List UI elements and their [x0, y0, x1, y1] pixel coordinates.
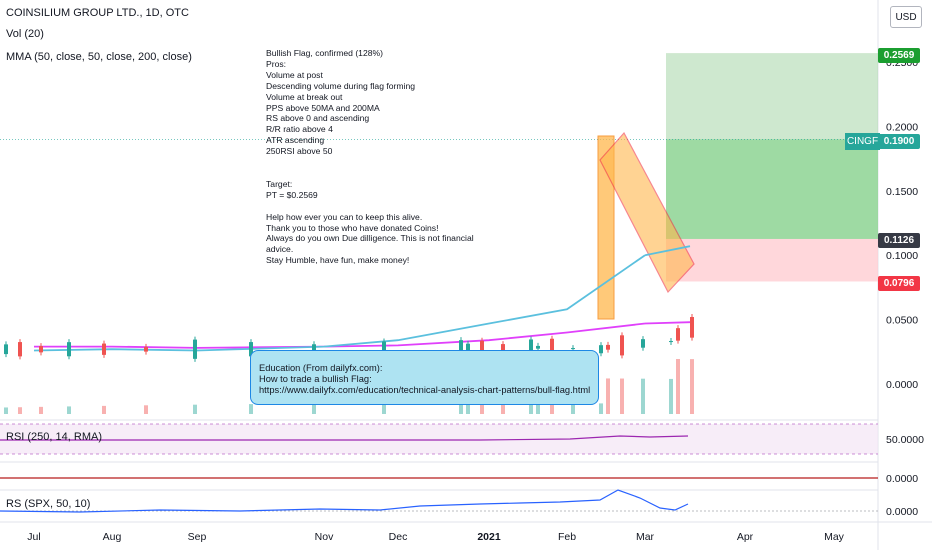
- candle-body: [529, 339, 533, 354]
- price-axis-tick: 0.1500: [886, 186, 918, 198]
- bull-flag: [599, 131, 695, 294]
- rsi-legend[interactable]: RSI (250, 14, RMA): [6, 431, 102, 443]
- rsi-band: [0, 424, 878, 454]
- candle-body: [18, 342, 22, 357]
- candle-body: [249, 342, 253, 357]
- volume-bar: [550, 403, 554, 414]
- candle-body: [193, 339, 197, 359]
- analysis-notes: Bullish Flag, confirmed (128%) Pros: Vol…: [266, 48, 474, 266]
- volume-legend[interactable]: Vol (20): [6, 28, 44, 40]
- volume-bar: [529, 403, 533, 414]
- volume-bar: [690, 359, 694, 414]
- volume-bar: [18, 407, 22, 414]
- osc-axis-tick: 0.0000: [886, 473, 918, 485]
- candle-body: [669, 341, 673, 343]
- rs-legend[interactable]: RS (SPX, 50, 10): [6, 498, 91, 510]
- rsi-line: [0, 435, 689, 441]
- volume-bar: [39, 406, 43, 414]
- candle-body: [676, 328, 680, 341]
- candle-body: [599, 345, 603, 354]
- candle-body: [67, 342, 71, 357]
- candle-body: [102, 343, 106, 355]
- candle-body: [466, 343, 470, 354]
- rs-line: [0, 489, 689, 513]
- candle-body: [536, 345, 540, 349]
- price-tag-stop: 0.0796: [878, 276, 920, 291]
- price-axis-tick: 0.1000: [886, 250, 918, 262]
- volume-bar: [536, 403, 540, 414]
- candle-body: [382, 341, 386, 357]
- time-axis-tick: Apr: [737, 531, 754, 543]
- target-zone-filled: [666, 139, 878, 239]
- rsi-axis-tick: 50.0000: [886, 434, 924, 446]
- volume-bar: [620, 378, 624, 414]
- price-tag-last: 0.1900: [878, 134, 920, 149]
- price-tag-entry: 0.1126: [878, 233, 920, 248]
- price-axis-tick: 0.0000: [886, 379, 918, 391]
- volume-bar: [676, 358, 680, 414]
- ma200-line: [34, 322, 646, 349]
- volume-bar: [501, 403, 505, 414]
- candle-body: [39, 346, 43, 353]
- candle-body: [4, 344, 8, 355]
- candle-body: [501, 344, 505, 351]
- volume-bar: [571, 403, 575, 414]
- volume-bar: [193, 404, 197, 414]
- volume-bar: [480, 403, 484, 414]
- ma50-line-tail: [644, 245, 691, 257]
- volume-bar: [606, 378, 610, 414]
- time-axis-tick: Jul: [27, 531, 40, 543]
- volume-bar: [459, 403, 463, 414]
- candle-body: [641, 339, 645, 348]
- ma200-line-tail: [644, 321, 691, 325]
- time-axis-tick: Mar: [636, 531, 655, 543]
- time-axis-tick: 2021: [477, 531, 501, 543]
- candle-body: [606, 344, 610, 350]
- candle-body: [312, 344, 316, 355]
- volume-bar: [641, 378, 645, 414]
- symbol-title: COINSILIUM GROUP LTD., 1D, OTC: [6, 7, 189, 19]
- time-axis-tick: Sep: [188, 531, 207, 543]
- volume-bar: [312, 403, 316, 414]
- education-callout[interactable]: Education (From dailyfx.com): How to tra…: [250, 350, 599, 405]
- time-axis-tick: Nov: [315, 531, 334, 543]
- volume-bar: [67, 406, 71, 414]
- flag-pole: [597, 135, 615, 320]
- candle-body: [620, 335, 624, 356]
- ma50-line: [33, 254, 646, 352]
- rs-axis-tick: 0.0000: [886, 506, 918, 518]
- ticker-tag: CINGF: [845, 133, 880, 150]
- mma-legend[interactable]: MMA (50, close, 50, close, 200, close): [6, 51, 192, 63]
- time-axis-tick: Aug: [103, 531, 122, 543]
- candle-body: [550, 338, 554, 358]
- currency-button[interactable]: USD: [890, 6, 922, 28]
- volume-bar: [144, 405, 148, 414]
- stop-zone: [666, 238, 878, 282]
- time-axis-tick: Feb: [558, 531, 576, 543]
- candle-body: [480, 340, 484, 356]
- candle-body: [690, 317, 694, 338]
- candle-body: [571, 348, 575, 350]
- volume-bar: [599, 403, 603, 414]
- volume-bar: [4, 407, 8, 414]
- price-axis-tick: 0.2000: [886, 121, 918, 133]
- time-axis-tick: Dec: [389, 531, 408, 543]
- candle-body: [144, 346, 148, 352]
- volume-bar: [669, 378, 673, 414]
- volume-bar: [466, 403, 470, 414]
- price-tag-target: 0.2569: [878, 48, 920, 63]
- time-axis-tick: May: [824, 531, 845, 543]
- candle-body: [459, 340, 463, 359]
- price-axis-tick: 0.0500: [886, 315, 918, 327]
- volume-bar: [382, 403, 386, 414]
- volume-bar: [102, 405, 106, 414]
- volume-bar: [249, 404, 253, 414]
